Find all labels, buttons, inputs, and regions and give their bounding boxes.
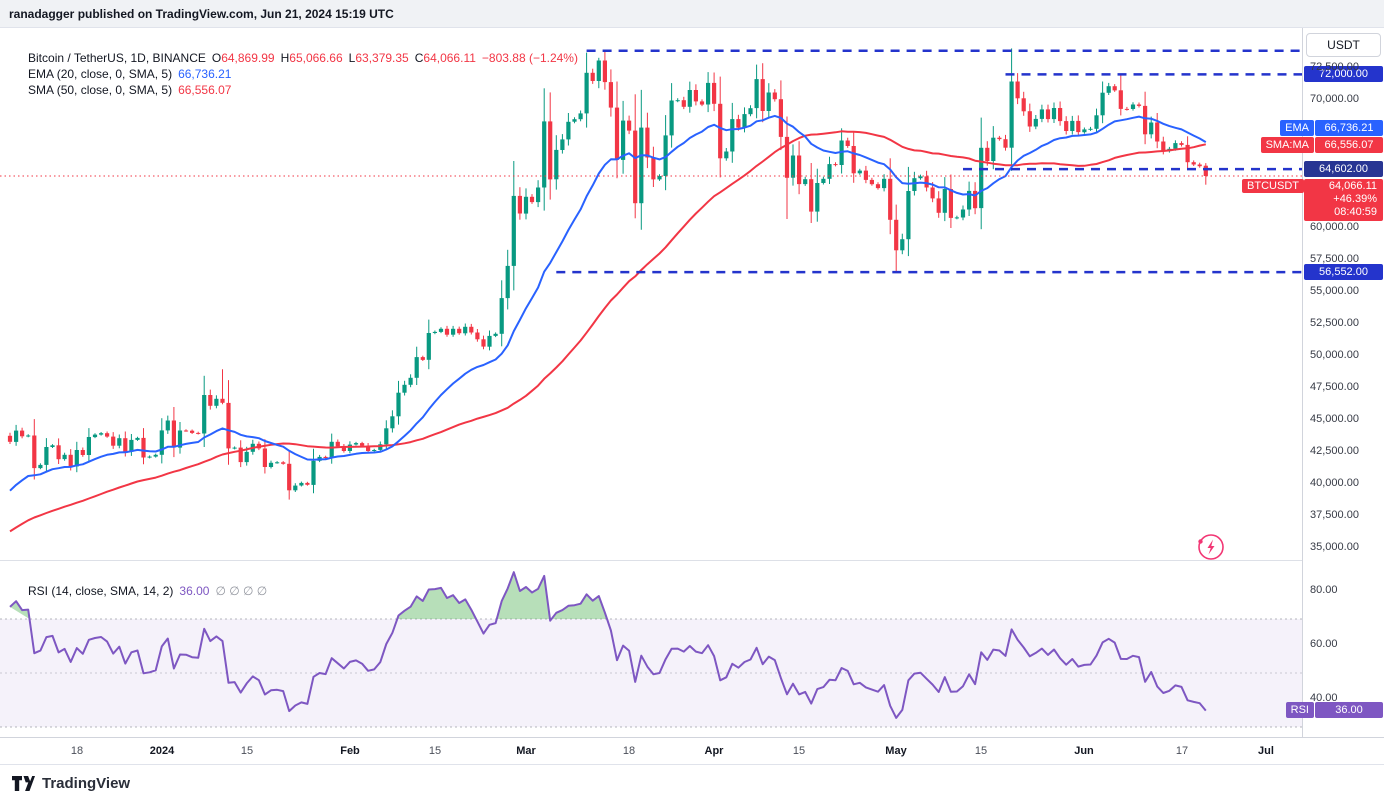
- price-tick: 45,000.00: [1310, 413, 1359, 425]
- rsi-hidden-values: ∅ ∅ ∅ ∅: [215, 584, 268, 598]
- close-value: 64,066.11: [423, 51, 476, 65]
- support-resistance-lines: [556, 49, 1302, 274]
- time-tick-major: Mar: [516, 745, 536, 757]
- change-value: −803.88 (−1.24%): [481, 51, 578, 65]
- footer-bar: TradingView: [0, 764, 1384, 801]
- time-tick: 18: [622, 745, 636, 757]
- rsi-scale-tick: 40.00: [1310, 692, 1338, 704]
- low-label: L: [348, 51, 356, 65]
- level-64602-badge: 64,602.00: [1304, 161, 1383, 177]
- price-axis[interactable]: USDT 72,000.00 EMA 66,736.21 SMA:MA 66,5…: [1242, 28, 1384, 737]
- sma50-line: [9, 130, 1207, 533]
- ema-label: EMA (20, close, 0, SMA, 5): [28, 67, 173, 81]
- symbol-title: Bitcoin / TetherUS, 1D, BINANCE: [28, 51, 206, 65]
- ema-badge-value: 66,736.21: [1315, 120, 1383, 136]
- open-value: 64,869.99: [221, 51, 275, 65]
- attribution-bar: ranadagger published on TradingView.com,…: [0, 0, 1384, 28]
- high-label: H: [280, 51, 290, 65]
- price-tick: 70,000.00: [1310, 93, 1359, 105]
- time-tick: 17: [1175, 745, 1189, 757]
- price-tick: 52,500.00: [1310, 317, 1359, 329]
- time-tick: 15: [240, 745, 254, 757]
- ticker-countdown: 08:40:59: [1334, 206, 1377, 218]
- time-tick-major: Jun: [1074, 745, 1094, 757]
- level-56552-badge: 56,552.00: [1304, 264, 1383, 280]
- time-tick: 15: [428, 745, 442, 757]
- price-tick: 72,500.00: [1310, 61, 1359, 73]
- sma-label: SMA (50, close, 0, SMA, 5): [28, 83, 173, 97]
- price-tick: 60,000.00: [1310, 221, 1359, 233]
- flash-watermark-icon: [1198, 534, 1224, 560]
- price-tick: 37,500.00: [1310, 509, 1359, 521]
- rsi-overbought-fill: [10, 601, 30, 619]
- price-tick: 40,000.00: [1310, 477, 1359, 489]
- time-tick: 15: [792, 745, 806, 757]
- ticker-countdown-badge: BTCUSDT 64,066.11 +46.39% 08:40:59: [1242, 179, 1383, 221]
- rsi-badge: RSI 36.00: [1285, 702, 1383, 718]
- price-pane-svg: [0, 48, 1302, 533]
- close-label: C: [414, 51, 424, 65]
- candlestick-series: [7, 48, 1208, 500]
- rsi-scale-tick: 80.00: [1310, 584, 1338, 596]
- ema20-line: [9, 114, 1207, 492]
- rsi-pane-svg: [0, 571, 1302, 728]
- price-tick: 55,000.00: [1310, 285, 1359, 297]
- high-value: 65,066.66: [289, 51, 343, 65]
- rsi-scale-tick: 60.00: [1310, 638, 1338, 650]
- chart-legend: Bitcoin / TetherUS, 1D, BINANCE O64,869.9…: [8, 34, 578, 97]
- attribution-text: ranadagger published on TradingView.com,…: [9, 6, 394, 21]
- sma-badge-tag: SMA:MA: [1260, 137, 1314, 153]
- rsi-legend[interactable]: RSI (14, close, SMA, 14, 2) 36.00 ∅ ∅ ∅ ∅: [8, 567, 267, 598]
- tradingview-logo[interactable]: [12, 775, 35, 791]
- ema-legend-row[interactable]: EMA (20, close, 0, SMA, 5) 66,736.21: [8, 50, 578, 81]
- price-tick: 42,500.00: [1310, 445, 1359, 457]
- low-value: 63,379.35: [355, 51, 409, 65]
- ticker-price: 64,066.11: [1328, 180, 1377, 192]
- ema-badge: EMA 66,736.21: [1280, 120, 1383, 136]
- brand-text[interactable]: TradingView: [42, 774, 131, 792]
- price-tick: 47,500.00: [1310, 381, 1359, 393]
- time-tick-major: 2024: [149, 745, 175, 757]
- time-tick-major: May: [885, 745, 907, 757]
- time-tick-major: Feb: [340, 745, 360, 757]
- price-tick: 57,500.00: [1310, 253, 1359, 265]
- main-chart-pane[interactable]: Bitcoin / TetherUS, 1D, BINANCE O64,869.9…: [0, 28, 1302, 560]
- symbol-legend-row[interactable]: Bitcoin / TetherUS, 1D, BINANCE O64,869.9…: [8, 34, 578, 65]
- time-axis[interactable]: 18 2024 15 Feb 15 Mar 18 Apr 15 May 15 Jun 17 Jul: [0, 737, 1384, 764]
- rsi-pane[interactable]: RSI (14, close, SMA, 14, 2) 36.00 ∅ ∅ ∅ ∅: [0, 560, 1302, 737]
- time-tick: 18: [70, 745, 84, 757]
- ema-badge-tag: EMA: [1280, 120, 1314, 136]
- rsi-badge-tag: RSI: [1285, 702, 1314, 718]
- ticker-symbol: BTCUSDT: [1242, 179, 1304, 193]
- time-tick: 15: [974, 745, 988, 757]
- sma-legend-row[interactable]: SMA (50, close, 0, SMA, 5) 66,556.07: [8, 66, 578, 97]
- level-72000-badge: 72,000.00: [1304, 66, 1383, 82]
- sma-badge-value: 66,556.07: [1315, 137, 1383, 153]
- time-tick-major: Apr: [704, 745, 724, 757]
- currency-button[interactable]: USDT: [1306, 33, 1381, 57]
- sma-value: 66,556.07: [178, 83, 232, 97]
- price-tick: 50,000.00: [1310, 349, 1359, 361]
- time-tick-major: Jul: [1258, 745, 1274, 757]
- ticker-change-pct: +46.39%: [1333, 193, 1377, 205]
- rsi-line: [9, 571, 1207, 719]
- rsi-label: RSI (14, close, SMA, 14, 2): [28, 584, 174, 598]
- rsi-badge-value: 36.00: [1315, 702, 1383, 718]
- ema-value: 66,736.21: [178, 67, 232, 81]
- rsi-overbought-fill: [397, 587, 477, 619]
- price-tick: 35,000.00: [1310, 541, 1359, 553]
- open-label: O: [211, 51, 222, 65]
- rsi-value: 36.00: [179, 584, 210, 598]
- sma-badge: SMA:MA 66,556.07: [1260, 137, 1383, 153]
